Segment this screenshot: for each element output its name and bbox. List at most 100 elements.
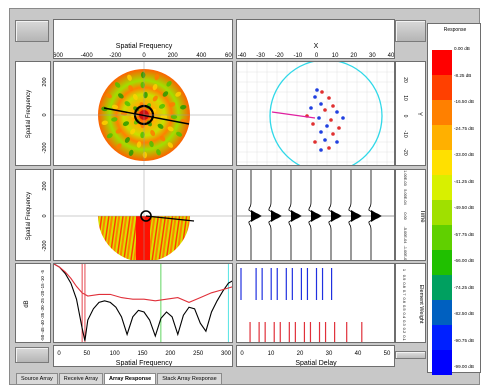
right-bottom-tick-label: 0.3 <box>402 320 407 326</box>
top-spatial-frequency-tick-label: 600 <box>54 53 64 59</box>
legend-title: Response <box>443 27 467 33</box>
azimuth-indicator <box>271 111 316 119</box>
right-bottom-tick-label: 0.6 <box>402 297 407 303</box>
bottom-spatial-delay-axis: 0 10 20 30 40 50 Spatial Delay <box>236 345 395 367</box>
half-plane-response-svg <box>54 170 232 260</box>
left-mid-axis-svg: Spatial Frequency 200 0 -200 <box>26 181 48 251</box>
legend-swatch <box>432 225 452 251</box>
legend-swatch <box>432 50 452 76</box>
array-element <box>309 106 313 110</box>
half-plane-response-plot[interactable] <box>53 169 233 261</box>
right-mid-tick-label: 1.00E-03 <box>403 170 407 185</box>
right-top-tick-label: 20 <box>402 77 408 83</box>
k-space-response-svg <box>54 62 232 165</box>
left-mid-tick-label: -200 <box>42 240 48 251</box>
array-element <box>313 95 317 99</box>
left-bottom-tick-label: -20 <box>40 290 45 297</box>
top-right-corner-button[interactable] <box>395 20 426 42</box>
right-mid-axis: Time 1.00E-03 5.00E-04 0.00 -5.00E-04 -1.00E… <box>395 169 426 261</box>
top-x-tick-label: -30 <box>256 53 265 59</box>
time-traces-plot[interactable] <box>236 169 395 261</box>
response-curve <box>54 264 232 303</box>
array-geometry-svg <box>237 62 394 165</box>
top-x-label: X <box>314 43 319 50</box>
wiggle-traces <box>248 170 382 260</box>
tab-receive-array[interactable]: Receive Array <box>58 373 104 384</box>
array-element <box>323 138 327 142</box>
legend-swatch <box>432 200 452 226</box>
top-x-axis-svg: X -40 -30 -20 -10 0 10 20 30 40 <box>238 43 395 59</box>
legend-swatch <box>432 250 452 276</box>
top-x-tick-label: 0 <box>315 53 319 59</box>
response-curve <box>54 264 232 341</box>
bottom-spatial-frequency-axis: 0 50 100 150 200 250 300 Spatial Frequency <box>53 345 233 367</box>
legend-label: -49.50 dB <box>454 205 474 210</box>
top-left-corner-button[interactable] <box>15 20 49 42</box>
array-element <box>331 132 335 136</box>
legend-label: -90.75 dB <box>454 337 474 343</box>
db-response-plot[interactable] <box>53 263 233 343</box>
right-bottom-tick-label: 0.9 <box>402 275 407 281</box>
right-top-axis: Y 20 10 0 -10 -20 <box>395 61 426 166</box>
top-x-tick-label: 40 <box>388 53 395 59</box>
legend-label: -74.25 dB <box>454 284 474 290</box>
legend-label: -16.50 dB <box>454 99 474 104</box>
tab-array-response[interactable]: Array Response <box>104 373 157 384</box>
right-top-tick-label: -20 <box>402 148 408 155</box>
array-element <box>341 116 345 120</box>
bottom-spatial-frequency-label: Spatial Frequency <box>116 360 173 367</box>
bottom-right-corner-button[interactable] <box>395 351 426 359</box>
top-x-axis: X -40 -30 -20 -10 0 10 20 30 40 <box>236 19 395 59</box>
left-top-axis-svg: Spatial Frequency 200 0 -200 <box>26 77 48 153</box>
right-bottom-tick-label: 0.2 <box>402 328 407 334</box>
top-x-tick-label: -10 <box>294 53 303 59</box>
bottom-spatial-delay-label: Spatial Delay <box>295 360 337 367</box>
tab-stack-array-response[interactable]: Stack Array Response <box>157 373 222 384</box>
right-mid-tick-label: 5.00E-04 <box>403 189 407 204</box>
bottom-spatial-delay-tick-label: 30 <box>326 351 333 357</box>
array-element <box>319 130 323 134</box>
left-bottom-tick-label: -5 <box>40 270 45 274</box>
bottom-spatial-delay-tick-label: 0 <box>240 351 244 357</box>
right-bottom-axis-svg: Element Weight 1 0.90.8 0.70.6 0.5 0.40.3 0.2… <box>402 269 424 342</box>
tab-source-array[interactable]: Source Array <box>16 373 58 384</box>
array-element <box>311 122 315 126</box>
left-bottom-db-label: dB <box>24 300 30 307</box>
legend-label: 0.00 dB <box>454 46 470 51</box>
right-bottom-tick-label: 0.1 <box>402 335 407 341</box>
legend-label: -41.25 dB <box>454 178 474 184</box>
bottom-spatial-delay-tick-label: 10 <box>268 351 275 357</box>
left-bottom-tick-label: -50 <box>40 334 45 341</box>
array-element <box>319 102 323 106</box>
left-top-axis: Spatial Frequency 200 0 -200 <box>15 61 51 166</box>
legend-label: -66.00 dB <box>454 258 474 263</box>
legend-swatch <box>432 275 452 301</box>
bottom-spatial-delay-tick-label: 40 <box>355 351 362 357</box>
bottom-spatial-frequency-tick-label: 150 <box>137 351 148 357</box>
left-bottom-tick-label: -40 <box>40 320 45 327</box>
left-bottom-tick-label: -35 <box>40 312 45 319</box>
top-x-tick-label: 20 <box>350 53 357 59</box>
array-element <box>323 108 327 112</box>
top-spatial-frequency-label: Spatial Frequency <box>116 43 173 50</box>
bottom-spatial-frequency-tick-label: 300 <box>221 351 232 357</box>
array-element <box>327 96 331 100</box>
aperture-circle <box>269 62 383 165</box>
left-mid-axis: Spatial Frequency 200 0 -200 <box>15 169 51 261</box>
element-weight-plot[interactable] <box>236 263 395 343</box>
bottom-left-corner-button[interactable] <box>15 347 49 363</box>
right-bottom-axis: Element Weight 1 0.9 0.8 0.7 0.6 0.5 0.4 0.3 0.2… <box>395 263 426 343</box>
legend-label: -33.00 dB <box>454 152 474 157</box>
k-space-response-plot[interactable] <box>53 61 233 166</box>
right-bottom-tick-label: 0.7 <box>402 290 407 296</box>
left-top-spatial-frequency-label: Spatial Frequency <box>26 90 32 138</box>
left-bottom-axis: dB -5 -10 -15 -20 -25 -30 -35 -40 -45 -50 <box>15 263 51 343</box>
right-bottom-element-weight-label: Element Weight <box>418 285 424 324</box>
right-mid-tick-label: 0.00 <box>403 212 407 219</box>
right-mid-time-label: Time <box>419 209 425 223</box>
left-bottom-tick-label: -25 <box>40 298 45 305</box>
array-element <box>325 124 329 128</box>
legend-swatch <box>432 350 452 375</box>
array-geometry-plot[interactable] <box>236 61 395 166</box>
bottom-spatial-frequency-tick-label: 50 <box>83 351 90 357</box>
